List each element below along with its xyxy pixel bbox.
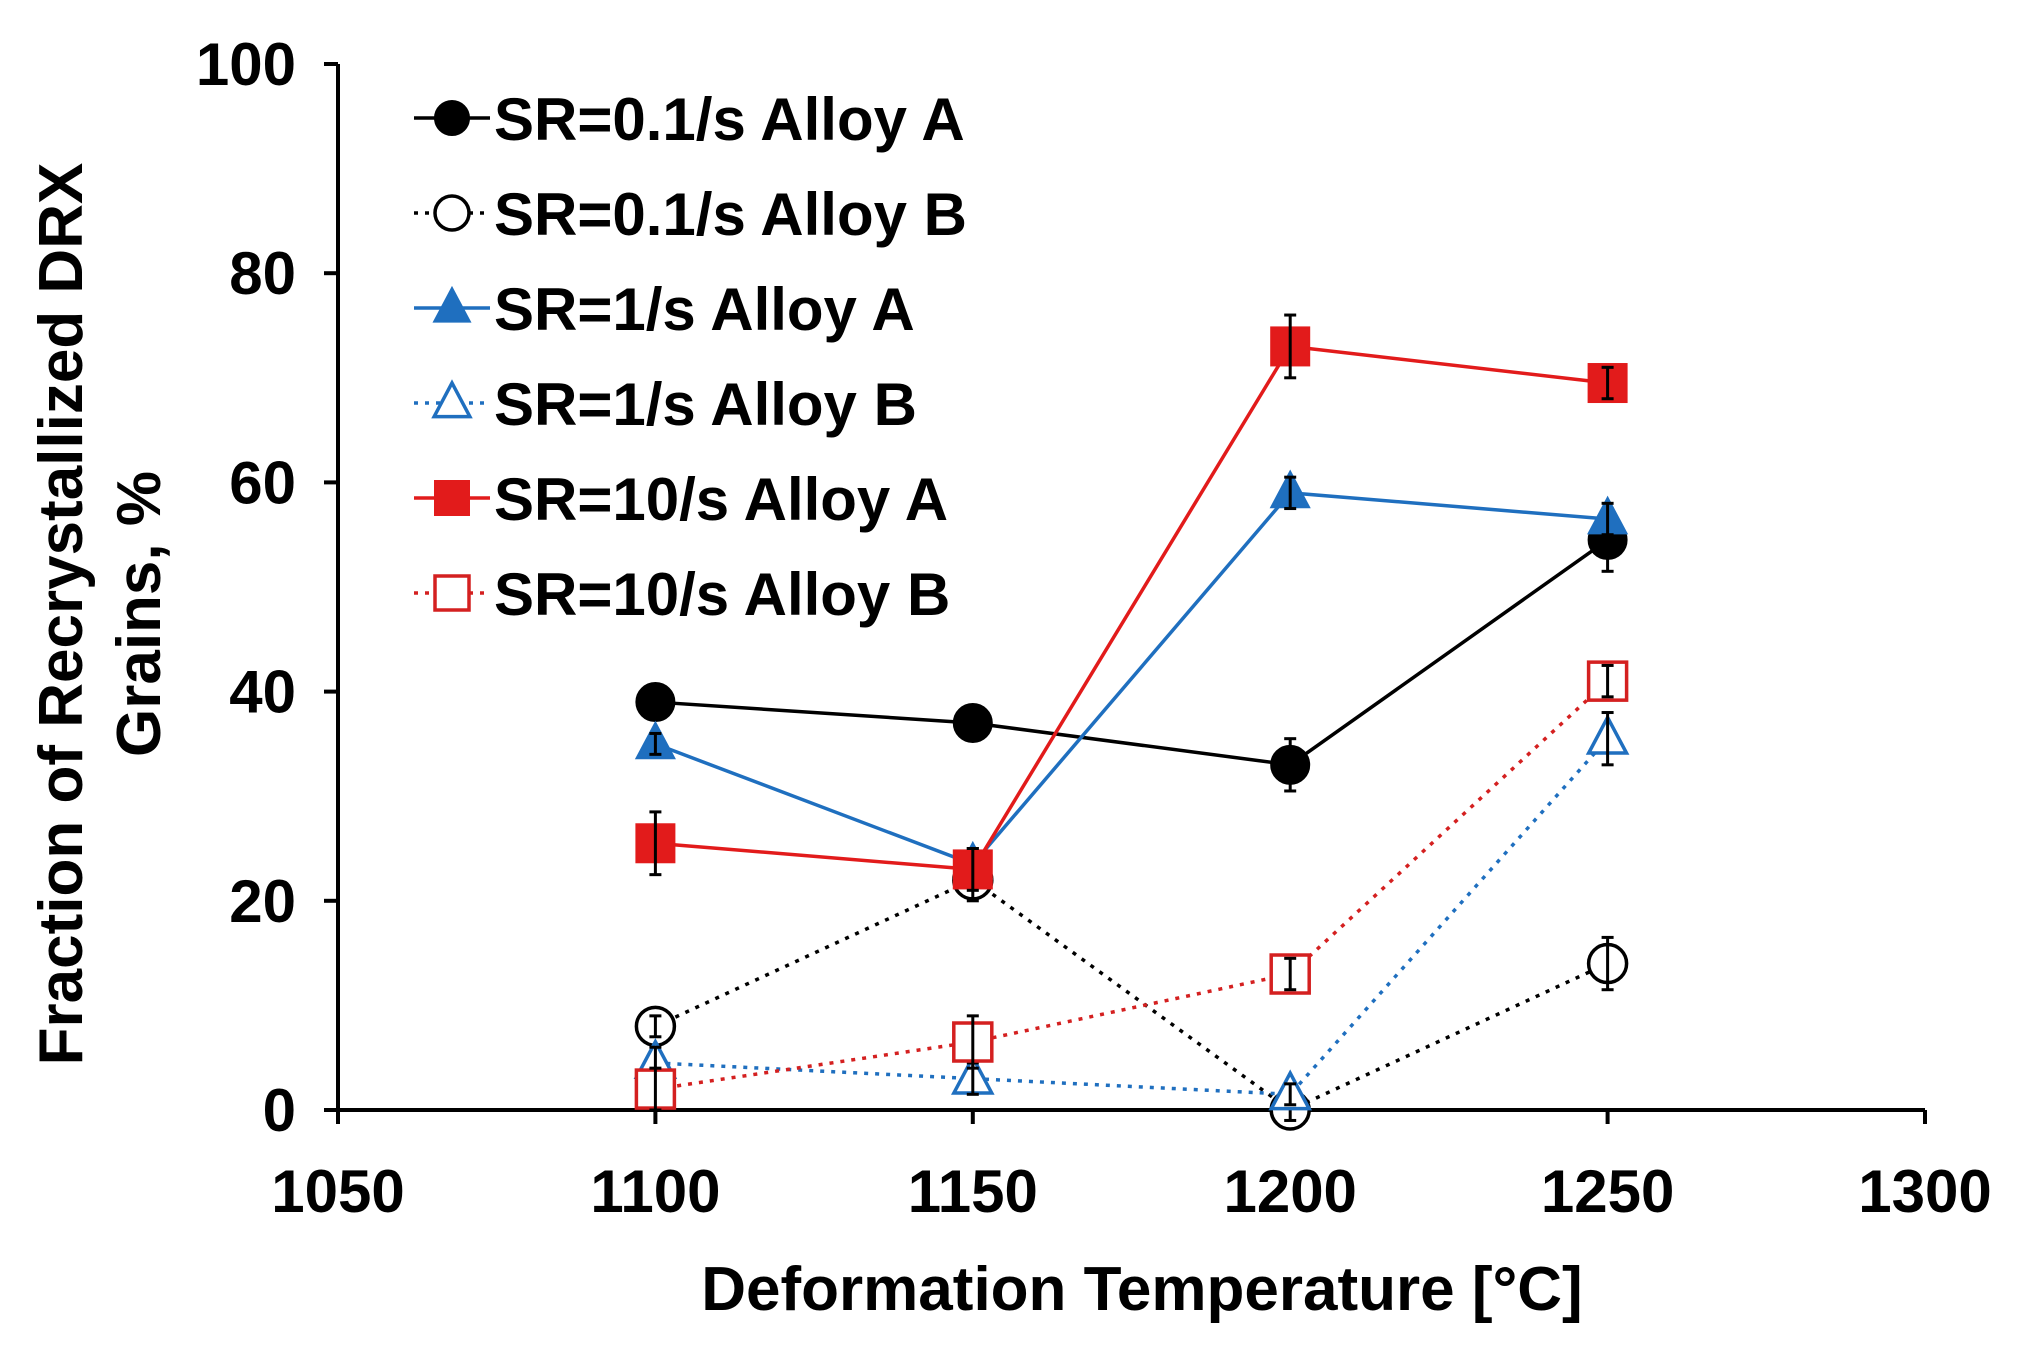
legend-entry: SR=1/s Alloy A [414,276,915,343]
legend-label: SR=0.1/s Alloy B [494,181,967,248]
error-bar [649,731,662,756]
legend-entry: SR=10/s Alloy A [414,466,948,533]
x-tick-label: 1250 [1541,1158,1674,1225]
legend-marker [432,285,472,323]
legend-label: SR=1/s Alloy A [494,276,915,343]
legend-marker [431,379,473,419]
series-1 [635,507,1628,793]
y-axis-title-line-1: Fraction of Recrystallized DRX [27,163,96,1066]
legend-entry: SR=1/s Alloy B [414,371,917,438]
error-bar [966,711,979,735]
y-tick-label: 80 [229,240,296,307]
legend-label: SR=0.1/s Alloy A [494,86,965,153]
series-2 [634,857,1629,1131]
error-bar [1284,1082,1297,1107]
error-bar [1284,313,1297,380]
error-bar [1601,501,1614,537]
legend-entry: SR=10/s Alloy B [414,561,950,628]
series-layer [633,313,1630,1131]
y-tick-label: 20 [229,868,296,935]
error-bar [649,810,662,877]
legend-marker [433,194,471,232]
error-bar [1601,711,1614,767]
series-line [654,491,1608,867]
error-bar [1284,956,1297,992]
legend-label: SR=10/s Alloy A [494,466,948,533]
y-tick-label: 40 [229,659,296,726]
y-tick-label: 0 [263,1077,296,1144]
legend-entry: SR=0.1/s Alloy A [414,86,965,153]
error-bar [649,690,662,715]
error-bar [1601,663,1614,699]
legend-entry: SR=0.1/s Alloy B [414,181,967,248]
legend-marker [434,100,470,136]
y-tick-label: 60 [229,449,296,516]
error-bar [1284,475,1297,511]
series-4 [633,711,1630,1111]
legend: SR=0.1/s Alloy A SR=0.1/s Alloy B SR=1/s A… [414,86,967,628]
y-axis-title: Fraction of Recrystallized DRX Grains, % [27,163,174,1066]
legend-marker [433,574,471,612]
y-tick-label: 100 [196,31,296,98]
x-tick-label: 1150 [908,1158,1038,1225]
series-line [655,679,1609,1091]
series-6 [634,660,1629,1112]
axes: 1050 1100 1150 1200 1250 1300 0 20 40 60 80 100 [196,31,1992,1225]
x-tick-label: 1300 [1858,1158,1991,1225]
legend-label: SR=10/s Alloy B [494,561,950,628]
legend-marker [434,480,470,516]
y-axis-title-line-2: Grains, % [105,471,174,757]
error-bar [649,1014,662,1039]
x-tick-label: 1050 [271,1158,404,1225]
error-bar [966,847,979,892]
error-bar [649,1066,662,1112]
x-tick-label: 1200 [1223,1158,1356,1225]
legend-label: SR=1/s Alloy B [494,371,917,438]
series-3 [634,469,1629,882]
error-bar [1601,365,1614,401]
x-axis-title: Deformation Temperature [°C] [701,1255,1582,1324]
series-line [654,877,1609,1113]
x-tick-label: 1100 [590,1158,720,1225]
series-line [655,344,1608,872]
error-bar [1601,935,1614,992]
error-bar [966,1014,979,1070]
error-bar [1284,737,1297,793]
series-5 [635,313,1628,892]
series-line [655,538,1609,767]
series-line [655,737,1609,1097]
